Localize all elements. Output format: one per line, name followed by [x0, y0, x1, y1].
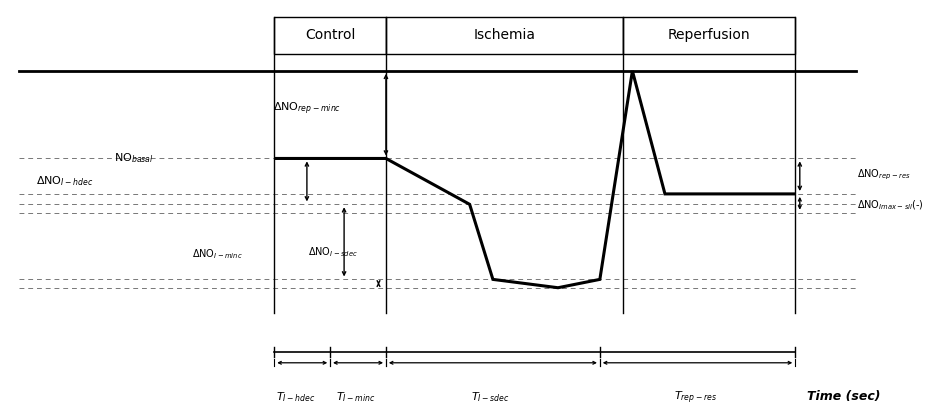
- Text: NO$_{basal}$: NO$_{basal}$: [113, 151, 153, 166]
- FancyBboxPatch shape: [274, 17, 386, 54]
- Text: $T_{I-hdec}$: $T_{I-hdec}$: [276, 390, 315, 404]
- Text: Control: Control: [305, 28, 355, 43]
- Text: ΔNO$_{I-hdec}$: ΔNO$_{I-hdec}$: [35, 174, 93, 188]
- FancyBboxPatch shape: [623, 17, 795, 54]
- Text: Time (sec): Time (sec): [807, 390, 881, 403]
- Text: ΔNO$_{I-minc}$: ΔNO$_{I-minc}$: [193, 247, 243, 261]
- Text: ΔNO$_{rep-res}$: ΔNO$_{rep-res}$: [857, 168, 911, 182]
- Text: ΔNO$_{Imax-sll}$(-): ΔNO$_{Imax-sll}$(-): [857, 198, 924, 212]
- Text: ΔNO$_{I-sdec}$: ΔNO$_{I-sdec}$: [308, 245, 358, 259]
- Text: $T_{rep-res}$: $T_{rep-res}$: [674, 390, 717, 406]
- Text: ΔNO$_{rep-minc}$: ΔNO$_{rep-minc}$: [272, 100, 341, 117]
- FancyBboxPatch shape: [386, 17, 623, 54]
- Text: Ischemia: Ischemia: [473, 28, 536, 43]
- Text: Reperfusion: Reperfusion: [668, 28, 751, 43]
- Text: $T_{I-minc}$: $T_{I-minc}$: [336, 390, 375, 404]
- Text: $T_{I-sdec}$: $T_{I-sdec}$: [471, 390, 510, 404]
